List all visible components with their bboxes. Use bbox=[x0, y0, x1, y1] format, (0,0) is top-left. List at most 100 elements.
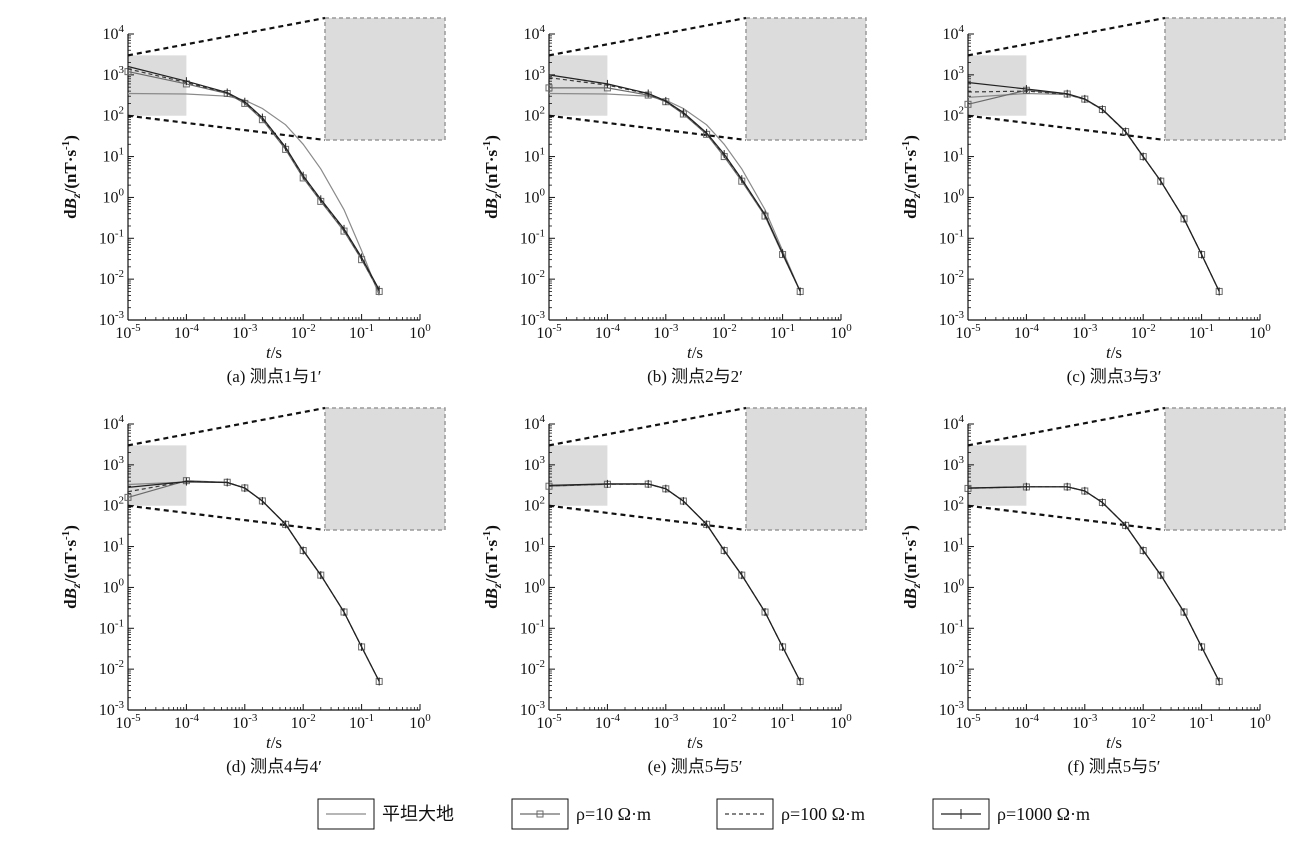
y-tick-label: 100 bbox=[524, 576, 546, 596]
y-tick-label: 101 bbox=[524, 536, 546, 556]
y-tick-label: 10-2 bbox=[99, 268, 124, 288]
x-tick-label: 100 bbox=[409, 712, 431, 732]
x-tick-label: 10-2 bbox=[1131, 322, 1156, 342]
series-ρ=1000 Ω·m bbox=[127, 62, 380, 294]
x-tick-label: 10-5 bbox=[536, 322, 562, 342]
y-tick-label: 10-2 bbox=[520, 658, 545, 678]
y-axis-label: dBz/(nT·s-1) bbox=[481, 135, 504, 219]
zoom-connector-top bbox=[967, 406, 1166, 447]
series-ρ=1000 Ω·m bbox=[127, 477, 380, 686]
x-axis-label: t/s bbox=[266, 733, 282, 752]
zoom-connector-bottom bbox=[548, 114, 747, 142]
y-tick-label: 10-2 bbox=[939, 658, 964, 678]
x-tick-label: 10-3 bbox=[1072, 322, 1098, 342]
y-axis-label-text: dBz/(nT·s-1) bbox=[481, 525, 504, 609]
y-tick-label: 101 bbox=[943, 536, 965, 556]
panel-caption: (a) 测点1与1′ bbox=[227, 367, 322, 386]
x-axis-label: t/s bbox=[266, 343, 282, 362]
zoom-connector-top bbox=[127, 406, 326, 447]
y-tick-label: 103 bbox=[943, 64, 965, 84]
legend-label: 平坦大地 bbox=[382, 804, 454, 824]
x-tick-label: 100 bbox=[1249, 322, 1271, 342]
x-tick-label: 10-3 bbox=[653, 712, 679, 732]
zoom-inset bbox=[324, 407, 446, 531]
zoom-inset bbox=[1164, 407, 1286, 531]
data-point bbox=[124, 493, 132, 501]
y-axis-label-text: dBz/(nT·s-1) bbox=[900, 525, 923, 609]
zoom-connector-bottom bbox=[967, 504, 1166, 532]
x-tick-label: 10-1 bbox=[1189, 712, 1214, 732]
y-tick-label: 101 bbox=[524, 146, 546, 166]
zoom-inset bbox=[745, 17, 867, 141]
zoom-connector-bottom bbox=[127, 504, 326, 532]
y-tick-label: 101 bbox=[943, 146, 965, 166]
zoom-connector-top bbox=[967, 16, 1166, 57]
x-tick-label: 10-2 bbox=[291, 322, 316, 342]
y-tick-label: 103 bbox=[524, 64, 546, 84]
y-tick-label: 10-1 bbox=[520, 227, 545, 247]
y-tick-label: 102 bbox=[524, 105, 546, 125]
legend-label: ρ=10 Ω·m bbox=[576, 804, 651, 824]
y-tick-label: 104 bbox=[943, 413, 965, 433]
x-tick-label: 10-4 bbox=[595, 712, 621, 732]
zoom-region bbox=[128, 445, 187, 506]
y-axis-label: dBz/(nT·s-1) bbox=[900, 525, 923, 609]
x-tick-label: 10-3 bbox=[1072, 712, 1098, 732]
zoom-connector-top bbox=[127, 16, 326, 57]
panel-caption: (b) 测点2与2′ bbox=[647, 367, 743, 386]
x-tick-label: 100 bbox=[830, 322, 852, 342]
y-axis-label: dBz/(nT·s-1) bbox=[60, 135, 83, 219]
y-tick-label: 104 bbox=[103, 413, 125, 433]
x-axis-label: t/s bbox=[1106, 343, 1122, 362]
y-axis-label-text: dBz/(nT·s-1) bbox=[900, 135, 923, 219]
legend-entry: ρ=100 Ω·m bbox=[716, 798, 865, 830]
x-tick-label: 10-1 bbox=[349, 712, 374, 732]
y-axis-label-text: dBz/(nT·s-1) bbox=[60, 135, 83, 219]
y-tick-label: 102 bbox=[943, 495, 965, 515]
panel-caption: (d) 测点4与4′ bbox=[226, 757, 322, 776]
series-ρ=1000 Ω·m bbox=[967, 482, 1220, 686]
series-line bbox=[548, 92, 801, 292]
x-tick-label: 10-4 bbox=[1014, 322, 1040, 342]
series-line bbox=[127, 92, 380, 296]
y-axis-label-text: dBz/(nT·s-1) bbox=[60, 525, 83, 609]
y-tick-label: 103 bbox=[524, 454, 546, 474]
zoom-region bbox=[128, 55, 187, 116]
y-tick-label: 102 bbox=[943, 105, 965, 125]
series-平坦大地 bbox=[548, 92, 801, 292]
x-tick-label: 10-3 bbox=[232, 322, 258, 342]
x-tick-label: 10-4 bbox=[595, 322, 621, 342]
y-tick-label: 103 bbox=[103, 64, 125, 84]
panel-caption: (c) 测点3与3′ bbox=[1067, 367, 1162, 386]
x-tick-label: 10-5 bbox=[115, 712, 141, 732]
y-tick-label: 103 bbox=[943, 454, 965, 474]
y-tick-label: 10-1 bbox=[939, 617, 964, 637]
x-tick-label: 10-1 bbox=[349, 322, 374, 342]
zoom-inset bbox=[745, 407, 867, 531]
x-tick-label: 10-5 bbox=[536, 712, 562, 732]
zoom-connector-top bbox=[548, 406, 747, 447]
x-tick-label: 10-2 bbox=[291, 712, 316, 732]
x-tick-label: 100 bbox=[409, 322, 431, 342]
y-tick-label: 100 bbox=[524, 186, 546, 206]
y-tick-label: 100 bbox=[103, 576, 125, 596]
panel-caption: (f) 测点5与5′ bbox=[1068, 757, 1161, 776]
y-tick-label: 10-1 bbox=[99, 617, 124, 637]
y-tick-label: 10-2 bbox=[520, 268, 545, 288]
y-axis-label: dBz/(nT·s-1) bbox=[60, 525, 83, 609]
x-tick-label: 10-1 bbox=[1189, 322, 1214, 342]
y-tick-label: 101 bbox=[103, 146, 125, 166]
x-tick-label: 10-4 bbox=[1014, 712, 1040, 732]
legend-label: ρ=100 Ω·m bbox=[781, 804, 865, 824]
y-tick-label: 102 bbox=[524, 495, 546, 515]
x-tick-label: 10-5 bbox=[955, 322, 981, 342]
y-tick-label: 102 bbox=[103, 495, 125, 515]
x-axis-label: t/s bbox=[687, 733, 703, 752]
x-tick-label: 10-5 bbox=[115, 322, 141, 342]
zoom-connector-bottom bbox=[548, 504, 747, 532]
